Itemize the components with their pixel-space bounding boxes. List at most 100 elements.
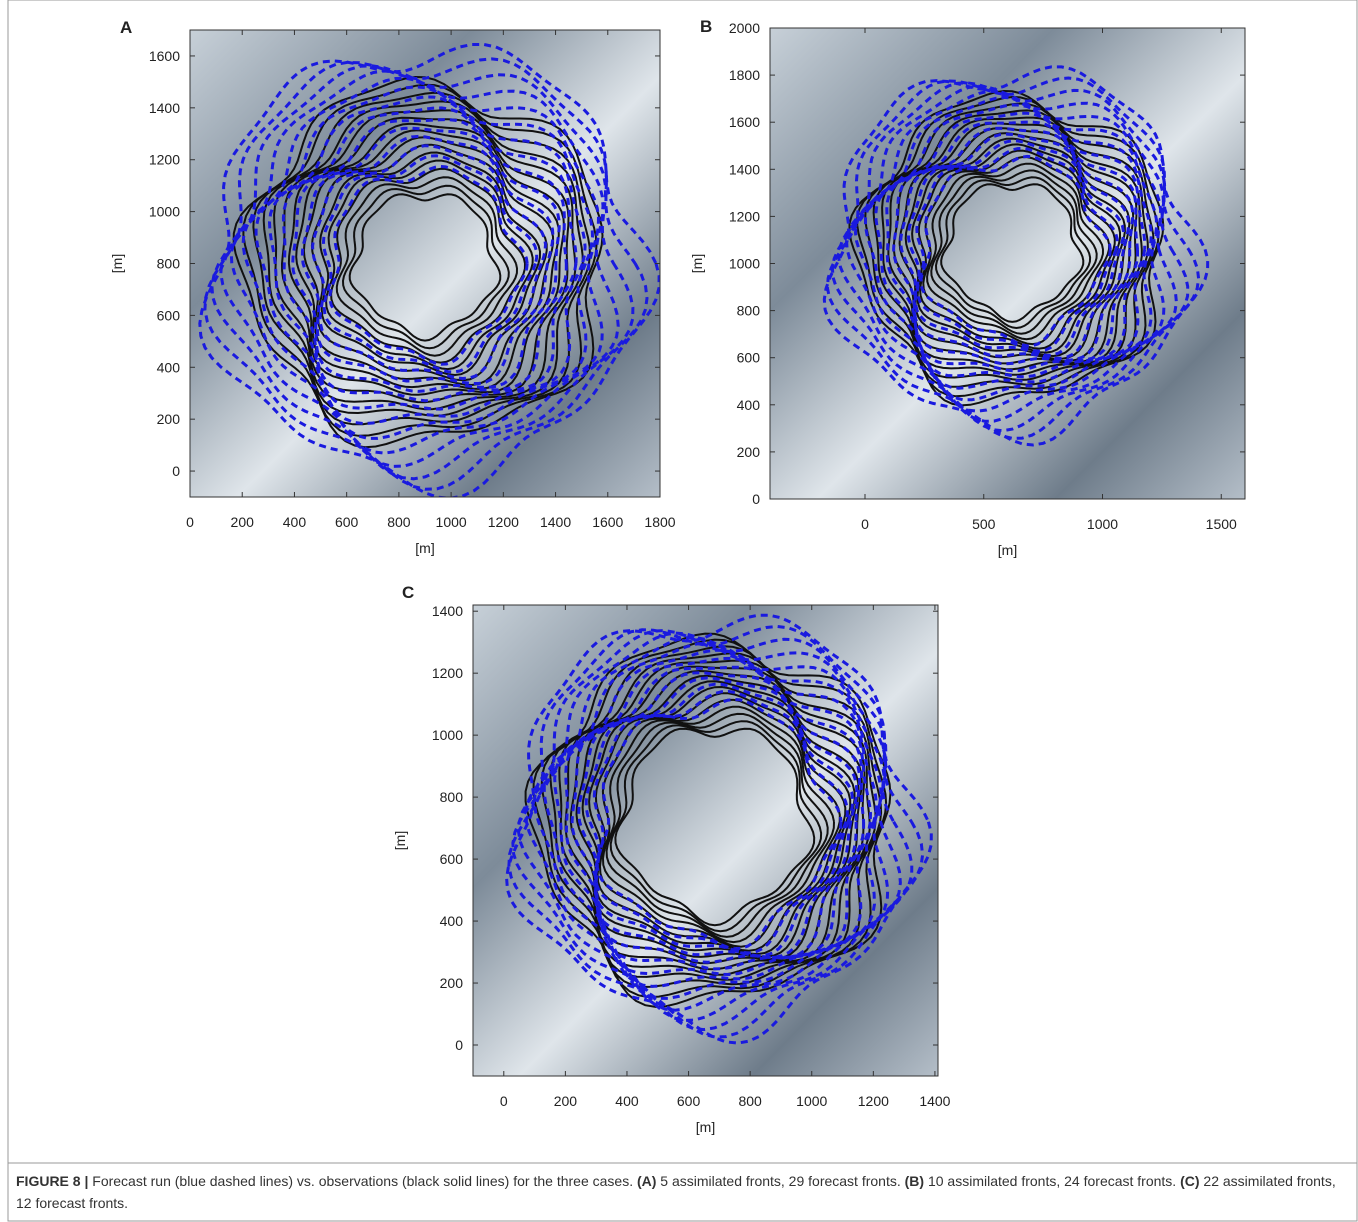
front [609,720,823,933]
y-tick-label: 200 [440,975,464,991]
front [848,89,1165,407]
x-axis-label: [m] [696,1119,715,1135]
front [328,164,529,366]
x-tick-label: 800 [738,1093,762,1109]
front [330,167,526,364]
front [281,118,568,403]
front [934,176,1092,330]
front [242,83,598,437]
x-tick-label: 1400 [540,514,571,530]
y-tick-label: 1000 [149,204,180,220]
y-tick-label: 2000 [729,20,760,36]
fronts [198,43,660,497]
front [267,106,578,411]
y-tick-label: 1200 [432,665,463,681]
axes-box [472,604,939,1077]
x-tick-label: 1200 [488,514,519,530]
front [915,146,1119,353]
front [280,116,570,404]
y-tick-label: 600 [737,350,761,366]
y-tick-label: 0 [455,1037,463,1053]
y-tick-label: 1800 [729,67,760,83]
terrain-map [770,28,1245,499]
caption-label: (B) [904,1173,925,1189]
front [919,154,1112,348]
y-tick-label: 1400 [432,603,463,619]
y-tick-label: 400 [157,359,181,375]
front [319,151,542,377]
front [614,727,816,927]
front [505,613,933,1045]
front [262,100,584,417]
x-tick-label: 400 [283,514,307,530]
y-tick-label: 1000 [432,727,463,743]
front [822,65,1210,447]
y-tick-label: 400 [737,397,761,413]
front [601,705,835,944]
x-tick-label: 0 [186,514,194,530]
front [594,692,847,952]
x-tick-label: 0 [500,1093,508,1109]
y-tick-label: 800 [157,256,181,272]
y-tick-label: 600 [157,307,181,323]
y-tick-label: 0 [172,463,180,479]
front [825,76,1201,440]
y-tick-label: 200 [157,411,181,427]
front [291,126,561,393]
front [507,624,925,1039]
panel-label: B [700,17,712,36]
front [592,689,849,955]
y-axis-label: [m] [689,254,705,273]
front [588,685,852,956]
front [940,183,1085,323]
y-tick-label: 200 [737,444,761,460]
front [219,69,620,468]
front [287,122,566,396]
front [241,85,595,440]
front [837,84,1178,423]
y-tick-label: 600 [440,851,464,867]
x-tick-label: 600 [335,514,359,530]
y-tick-label: 1600 [729,114,760,130]
y-tick-label: 1600 [149,48,180,64]
x-tick-label: 1000 [1087,516,1118,532]
y-tick-label: 400 [440,913,464,929]
front [252,91,591,426]
y-tick-label: 800 [737,303,761,319]
panel-label: A [120,18,132,37]
front [311,144,548,381]
front [300,134,555,385]
x-tick-label: 400 [615,1093,639,1109]
front [335,176,519,357]
y-tick-label: 1400 [729,161,760,177]
front [198,43,660,497]
x-tick-label: 1600 [592,514,623,530]
x-tick-label: 200 [554,1093,578,1109]
frame [7,0,1358,1222]
x-tick-label: 200 [231,514,255,530]
front [853,95,1159,402]
front [325,159,534,371]
y-axis-label: [m] [392,831,408,850]
caption-label: (C) [1180,1173,1200,1189]
front [553,656,873,977]
x-tick-label: 1800 [644,514,675,530]
front [830,81,1190,433]
fronts [505,613,933,1045]
caption-label: (A) [636,1173,657,1189]
front [605,712,829,938]
caption-text: 5 assimilated fronts, 29 forecast fronts… [660,1173,901,1189]
front [930,169,1098,335]
y-tick-label: 1200 [149,152,180,168]
x-axis-label: [m] [998,542,1017,558]
y-tick-label: 1000 [729,256,760,272]
front [542,648,878,988]
front [203,57,649,491]
front [210,64,635,481]
front [872,109,1149,381]
caption: FIGURE 8 | Forecast run (blue dashed lin… [16,1170,1336,1214]
x-tick-label: 0 [861,516,869,532]
x-tick-label: 1400 [919,1093,950,1109]
front [532,641,883,1000]
front [540,645,883,989]
